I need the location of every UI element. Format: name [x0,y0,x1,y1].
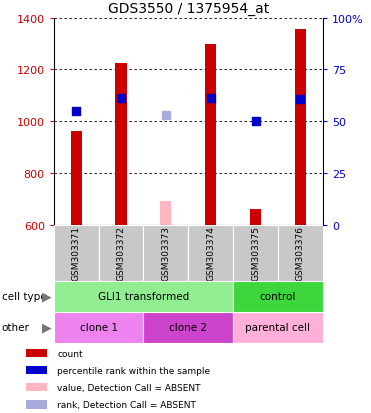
Point [208,95,214,102]
Text: control: control [260,291,296,301]
Bar [26,366,47,375]
Text: ▶: ▶ [42,321,51,334]
Bar [99,225,144,281]
Bar [250,209,261,225]
Text: ▶: ▶ [42,290,51,303]
Point [73,108,79,115]
Point [118,95,124,102]
Bar [54,312,144,343]
Text: count: count [58,349,83,358]
Text: clone 2: clone 2 [169,322,207,332]
Bar [144,225,188,281]
Text: value, Detection Call = ABSENT: value, Detection Call = ABSENT [58,383,201,392]
Bar [233,312,323,343]
Text: GSM303372: GSM303372 [116,225,125,280]
Text: GSM303376: GSM303376 [296,225,305,280]
Point [163,112,169,119]
Text: clone 1: clone 1 [80,322,118,332]
Text: other: other [2,322,30,332]
Bar [54,281,233,312]
Point [298,97,303,103]
Bar [70,132,82,225]
Bar [144,312,233,343]
Point [253,119,259,125]
Bar [160,202,171,225]
Bar [233,225,278,281]
Bar [26,349,47,358]
Bar [233,281,323,312]
Text: parental cell: parental cell [246,322,311,332]
Bar [295,30,306,225]
Text: cell type: cell type [2,291,46,301]
Text: rank, Detection Call = ABSENT: rank, Detection Call = ABSENT [58,400,196,409]
Text: GSM303371: GSM303371 [72,225,81,280]
Bar [205,44,216,225]
Text: percentile rank within the sample: percentile rank within the sample [58,366,210,375]
Text: GSM303375: GSM303375 [251,225,260,280]
Text: GLI1 transformed: GLI1 transformed [98,291,189,301]
Title: GDS3550 / 1375954_at: GDS3550 / 1375954_at [108,2,269,16]
Bar [278,225,323,281]
Text: GSM303374: GSM303374 [206,225,215,280]
Text: GSM303373: GSM303373 [161,225,170,280]
Bar [26,400,47,408]
Bar [188,225,233,281]
Bar [26,383,47,392]
Bar [115,64,127,225]
Bar [54,225,99,281]
